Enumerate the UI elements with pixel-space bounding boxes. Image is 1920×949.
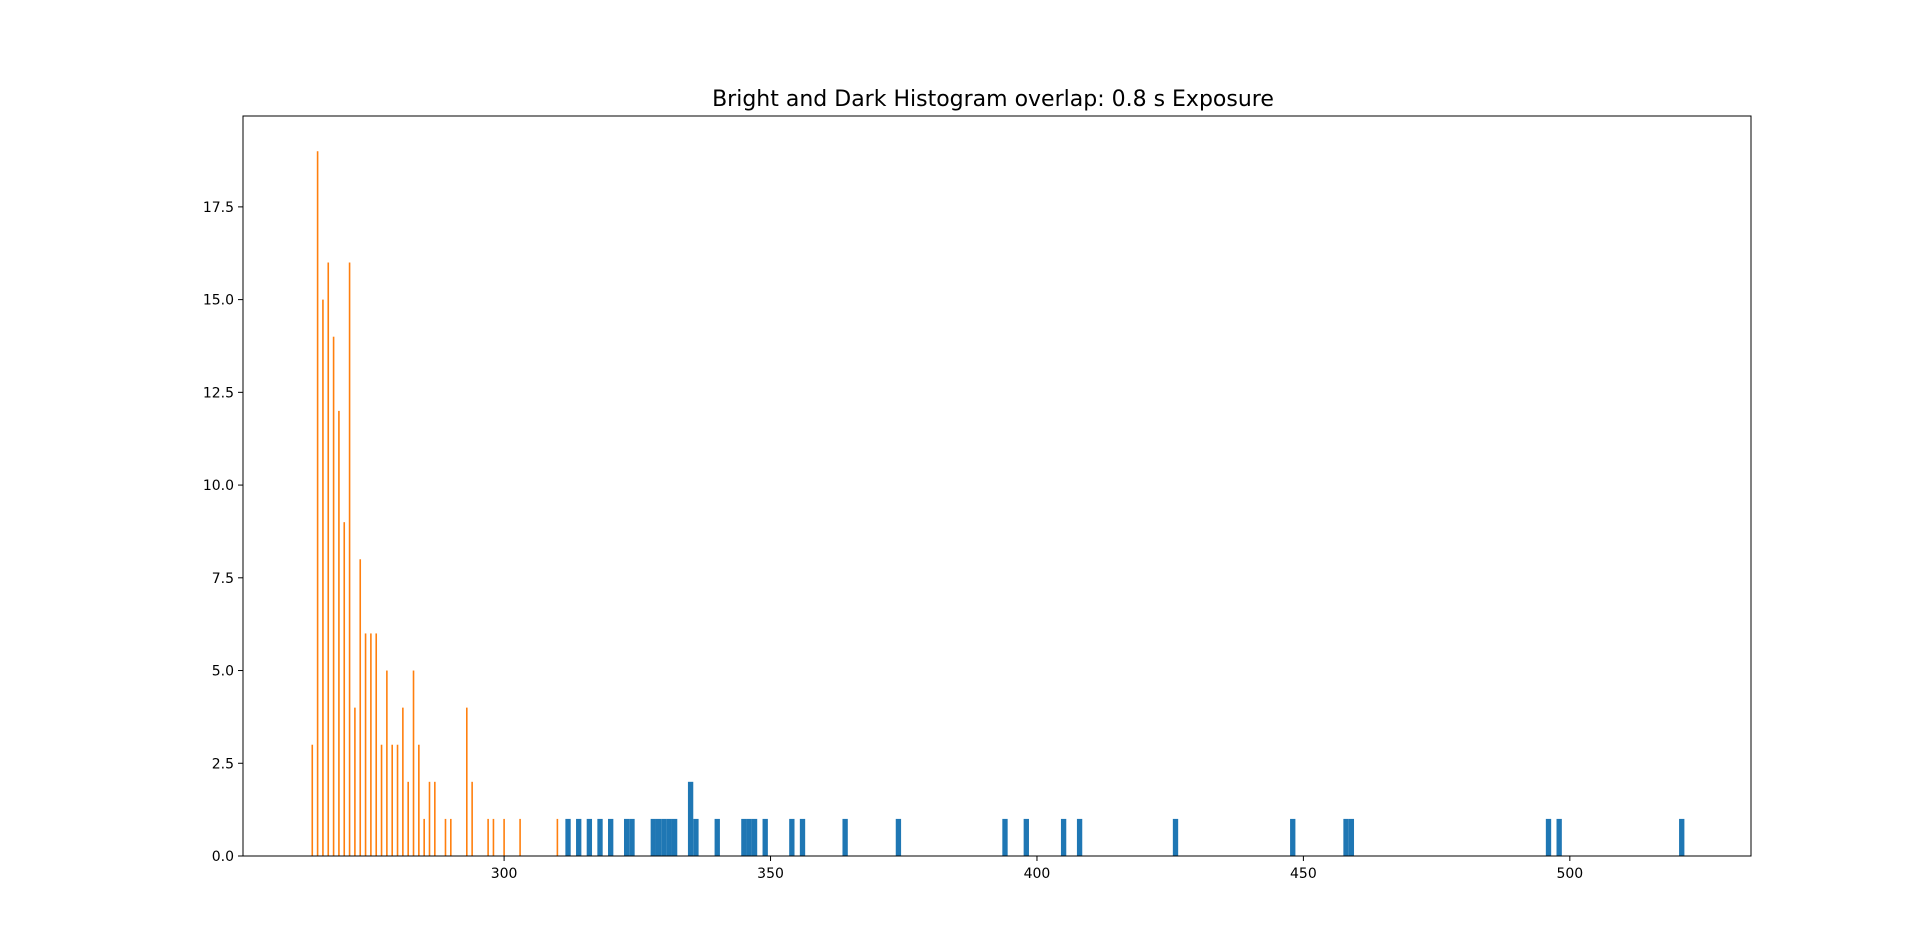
bar-bright-394 xyxy=(1002,818,1008,856)
bar-bright-349 xyxy=(762,818,768,856)
bar-bright-331 xyxy=(666,818,672,856)
bar-bright-336 xyxy=(693,818,699,856)
bar-dark-278 xyxy=(386,670,388,856)
bar-dark-265 xyxy=(316,151,319,856)
bar-dark-293 xyxy=(466,707,468,856)
bars-layer xyxy=(311,151,1685,856)
bar-bright-398 xyxy=(1023,818,1029,856)
bar-dark-266 xyxy=(322,299,324,856)
bar-dark-272 xyxy=(354,707,356,856)
bar-bright-345 xyxy=(741,818,747,856)
bar-bright-314 xyxy=(576,818,582,856)
bar-dark-268 xyxy=(332,336,335,856)
bar-dark-297 xyxy=(487,818,489,856)
bar-dark-285 xyxy=(423,818,425,856)
bar-dark-279 xyxy=(391,744,394,856)
bar-bright-332 xyxy=(671,818,678,856)
bar-dark-267 xyxy=(327,262,330,856)
bar-dark-303 xyxy=(519,818,521,856)
bar-dark-264 xyxy=(311,744,314,856)
bar-dark-277 xyxy=(380,744,383,856)
bar-bright-320 xyxy=(608,818,614,856)
plot-frame xyxy=(242,115,1752,857)
bar-bright-459 xyxy=(1348,818,1355,856)
bar-bright-408 xyxy=(1076,818,1083,856)
bar-dark-289 xyxy=(444,818,447,856)
y-tick-label-15.0: 15.0 xyxy=(203,293,234,309)
series-dark xyxy=(311,151,559,856)
x-tick-label-300: 300 xyxy=(491,866,518,882)
y-tick-label-0.0: 0.0 xyxy=(212,849,234,865)
bar-bright-448 xyxy=(1290,818,1296,856)
bar-dark-281 xyxy=(402,707,404,856)
bar-dark-276 xyxy=(375,633,378,856)
bar-dark-300 xyxy=(503,818,505,856)
bar-dark-270 xyxy=(343,522,346,856)
ticks-layer: 300 350 400 450 500 0.0 2.5 5.0 7.5 10.0 12.5 15.0 1… xyxy=(203,200,1583,882)
y-tick-label-10.0: 10.0 xyxy=(203,478,234,494)
x-tick-label-400: 400 xyxy=(1024,866,1051,882)
bar-dark-287 xyxy=(434,781,436,856)
bar-dark-294 xyxy=(471,781,473,856)
bar-bright-346 xyxy=(746,818,752,856)
bar-dark-271 xyxy=(348,262,351,856)
bar-bright-356 xyxy=(799,818,806,856)
bar-bright-323 xyxy=(623,818,630,856)
bar-bright-329 xyxy=(655,818,662,856)
bar-dark-269 xyxy=(338,410,340,856)
x-tick-label-350: 350 xyxy=(757,866,784,882)
bar-bright-312 xyxy=(565,818,571,856)
bar-dark-275 xyxy=(370,633,372,856)
bar-bright-426 xyxy=(1172,818,1179,856)
bar-bright-340 xyxy=(714,818,720,856)
bar-bright-374 xyxy=(895,818,902,856)
y-tick-label-5.0: 5.0 xyxy=(212,664,234,680)
bar-bright-328 xyxy=(650,818,656,856)
bar-bright-364 xyxy=(842,818,848,856)
bar-dark-274 xyxy=(364,633,367,856)
bar-bright-521 xyxy=(1679,818,1685,856)
y-tick-label-7.5: 7.5 xyxy=(212,571,234,587)
chart-title: Bright and Dark Histogram overlap: 0.8 s… xyxy=(712,87,1274,112)
y-tick-label-12.5: 12.5 xyxy=(203,385,234,401)
series-bright xyxy=(565,781,1685,856)
x-tick-label-500: 500 xyxy=(1556,866,1583,882)
bar-bright-496 xyxy=(1545,818,1552,856)
bar-dark-290 xyxy=(450,818,452,856)
bar-dark-298 xyxy=(492,818,495,856)
bar-dark-282 xyxy=(407,781,409,856)
bar-bright-498 xyxy=(1556,818,1562,856)
bar-bright-354 xyxy=(789,818,795,856)
y-tick-label-17.5: 17.5 xyxy=(203,200,234,216)
bar-bright-335 xyxy=(687,781,694,856)
bar-dark-273 xyxy=(359,559,362,856)
bar-dark-284 xyxy=(418,744,420,856)
bar-dark-286 xyxy=(428,781,431,856)
bar-bright-330 xyxy=(661,818,667,856)
bar-dark-280 xyxy=(396,744,399,856)
bar-bright-316 xyxy=(586,818,593,856)
bar-bright-347 xyxy=(751,818,758,856)
bar-bright-458 xyxy=(1343,818,1349,856)
x-tick-label-450: 450 xyxy=(1290,866,1317,882)
bar-dark-283 xyxy=(412,670,415,856)
bar-bright-324 xyxy=(629,818,635,856)
y-tick-label-2.5: 2.5 xyxy=(212,756,234,772)
bar-dark-310 xyxy=(556,818,559,856)
bar-bright-318 xyxy=(597,818,603,856)
bar-bright-405 xyxy=(1060,818,1067,856)
